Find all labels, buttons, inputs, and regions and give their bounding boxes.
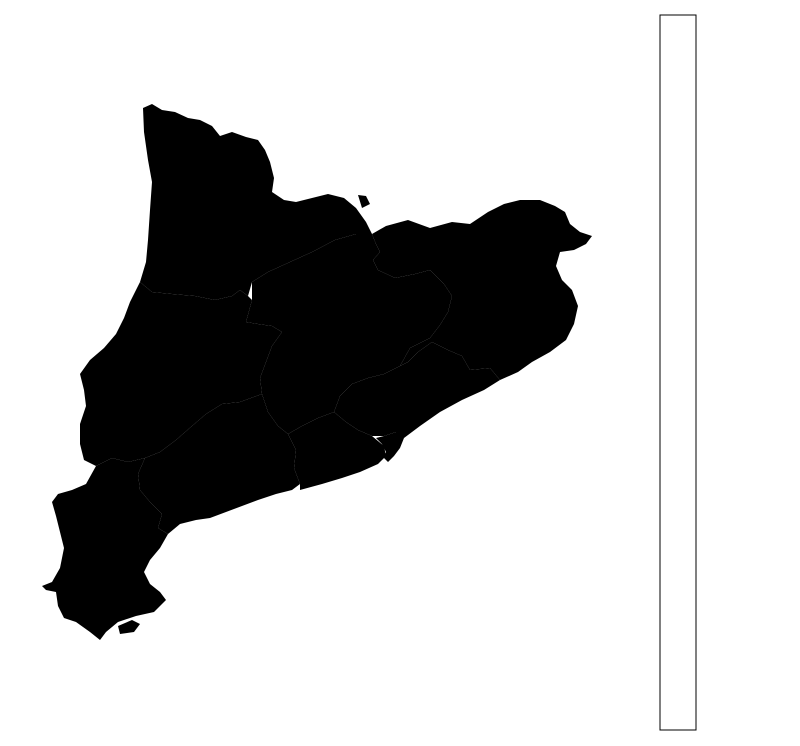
region-lleida[interactable]: [80, 282, 282, 466]
region-barcelona-ciutat[interactable]: [376, 428, 404, 462]
colorbar-gradient: [659, 14, 697, 731]
region-camp-de-tarragona[interactable]: [138, 394, 300, 534]
region-alt-pirineu-i-aran[interactable]: [140, 104, 372, 300]
region-girona[interactable]: [358, 195, 592, 380]
catalonia-map: [42, 104, 592, 640]
region-catalunya-central[interactable]: [246, 234, 452, 434]
region-metropolitana-nord[interactable]: [334, 342, 500, 438]
region-terres-de-l-ebre[interactable]: [42, 458, 168, 640]
